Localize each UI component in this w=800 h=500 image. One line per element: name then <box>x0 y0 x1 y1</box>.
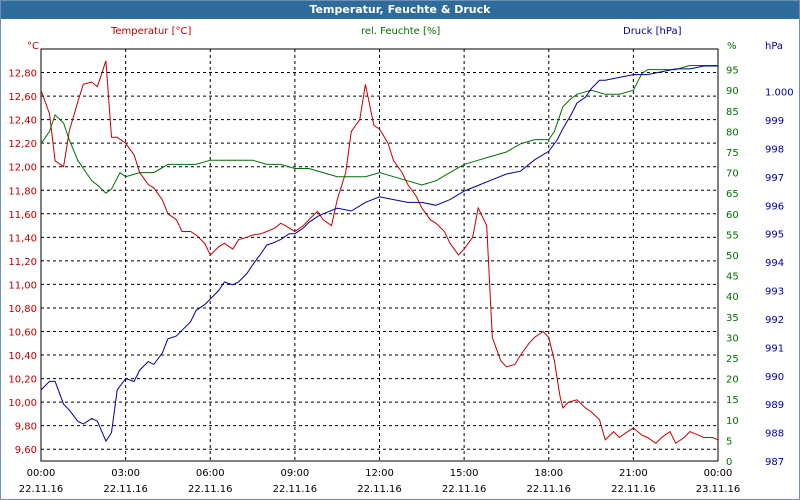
pressure-tick-label: 987 <box>765 457 784 468</box>
humidity-axis-title: rel. Feuchte [%] <box>361 26 440 37</box>
x-tick-date: 22.11.16 <box>611 484 656 495</box>
x-tick-date: 22.11.16 <box>442 484 487 495</box>
humidity-tick-label: 55 <box>726 230 739 241</box>
x-tick-date: 22.11.16 <box>19 484 64 495</box>
x-tick-time: 12:00 <box>365 468 394 479</box>
series-lines <box>40 60 719 445</box>
pressure-tick-label: 990 <box>765 372 784 383</box>
humidity-tick-label: 10 <box>726 416 739 427</box>
axis-labels: °C Temperatur [°C] rel. Feuchte [%] Druc… <box>27 26 783 52</box>
x-tick-time: 21:00 <box>619 468 648 479</box>
pressure-tick-label: 993 <box>765 287 784 298</box>
x-tick-time: 03:00 <box>111 468 140 479</box>
pressure-tick-label: 994 <box>765 258 784 269</box>
window-title: Temperatur, Feuchte & Druck <box>1 1 799 19</box>
x-tick-date: 22.11.16 <box>188 484 233 495</box>
humidity-tick-label: 25 <box>726 354 739 365</box>
x-tick-date: 22.11.16 <box>526 484 571 495</box>
humidity-tick-label: 30 <box>726 333 739 344</box>
pressure-tick-label: 988 <box>765 429 784 440</box>
temperature-tick-label: 10,80 <box>8 304 37 315</box>
pressure-tick-label: 1.000 <box>765 88 794 99</box>
x-tick-time: 18:00 <box>534 468 563 479</box>
pressure-unit-label: hPa <box>765 41 783 52</box>
x-tick-time: 00:00 <box>704 468 733 479</box>
grid-lines <box>41 49 718 461</box>
temperature-unit-label: °C <box>27 41 39 52</box>
humidity-tick-label: 70 <box>726 169 739 180</box>
humidity-tick-label: 20 <box>726 375 739 386</box>
humidity-tick-label: 50 <box>726 251 739 262</box>
humidity-unit-label: % <box>727 41 737 52</box>
x-tick-date: 22.11.16 <box>273 484 318 495</box>
pressure-tick-label: 996 <box>765 201 784 212</box>
humidity-tick-label: 80 <box>726 127 739 138</box>
temperature-axis-title: Temperatur [°C] <box>110 26 191 37</box>
pressure-tick-label: 992 <box>765 315 784 326</box>
x-tick-time: 09:00 <box>280 468 309 479</box>
temperature-series-line <box>40 60 719 445</box>
humidity-tick-label: 5 <box>726 436 732 447</box>
pressure-tick-label: 999 <box>765 116 784 127</box>
plot-frame <box>40 48 719 462</box>
temperature-tick-label: 10,40 <box>8 351 37 362</box>
tick-labels: 00:00 22.11.16 03:00 22.11.16 06:00 22.11.16 0… <box>8 66 793 495</box>
x-tick-date: 22.11.16 <box>357 484 402 495</box>
temperature-tick-label: 12,00 <box>8 163 37 174</box>
pressure-tick-label: 998 <box>765 144 784 155</box>
humidity-tick-label: 35 <box>726 313 739 324</box>
temperature-tick-label: 12,20 <box>8 139 37 150</box>
temperature-tick-label: 10,00 <box>8 398 37 409</box>
humidity-tick-label: 60 <box>726 210 739 221</box>
humidity-tick-label: 0 <box>726 457 732 468</box>
humidity-tick-label: 40 <box>726 292 739 303</box>
temperature-tick-label: 11,00 <box>8 280 37 291</box>
temperature-tick-label: 12,80 <box>8 69 37 80</box>
temperature-tick-label: 10,20 <box>8 375 37 386</box>
chart-canvas: °C Temperatur [°C] rel. Feuchte [%] Druc… <box>8 26 793 495</box>
pressure-tick-label: 997 <box>765 173 784 184</box>
temperature-tick-label: 11,80 <box>8 186 37 197</box>
temperature-tick-label: 9,80 <box>15 422 37 433</box>
humidity-tick-label: 90 <box>726 86 739 97</box>
x-tick-date: 22.11.16 <box>103 484 148 495</box>
x-tick-time: 06:00 <box>196 468 225 479</box>
humidity-tick-label: 15 <box>726 395 739 406</box>
humidity-tick-label: 75 <box>726 148 739 159</box>
temperature-tick-label: 12,60 <box>8 92 37 103</box>
x-tick-time: 00:00 <box>27 468 56 479</box>
temperature-tick-label: 11,20 <box>8 257 37 268</box>
humidity-tick-label: 85 <box>726 107 739 118</box>
pressure-tick-label: 991 <box>765 343 784 354</box>
temperature-tick-label: 10,60 <box>8 328 37 339</box>
pressure-tick-label: 989 <box>765 400 784 411</box>
humidity-tick-label: 95 <box>726 66 739 77</box>
pressure-series-line <box>40 65 718 443</box>
x-tick-time: 15:00 <box>450 468 479 479</box>
temperature-tick-label: 11,60 <box>8 210 37 221</box>
temperature-tick-label: 12,40 <box>8 116 37 127</box>
pressure-axis-title: Druck [hPa] <box>623 26 682 37</box>
humidity-tick-label: 45 <box>726 272 739 283</box>
humidity-tick-label: 65 <box>726 189 739 200</box>
humidity-series-line <box>40 65 718 194</box>
temperature-tick-label: 9,60 <box>15 445 37 456</box>
x-tick-date: 23.11.16 <box>696 484 741 495</box>
pressure-tick-label: 995 <box>765 230 784 241</box>
temperature-tick-label: 11,40 <box>8 233 37 244</box>
